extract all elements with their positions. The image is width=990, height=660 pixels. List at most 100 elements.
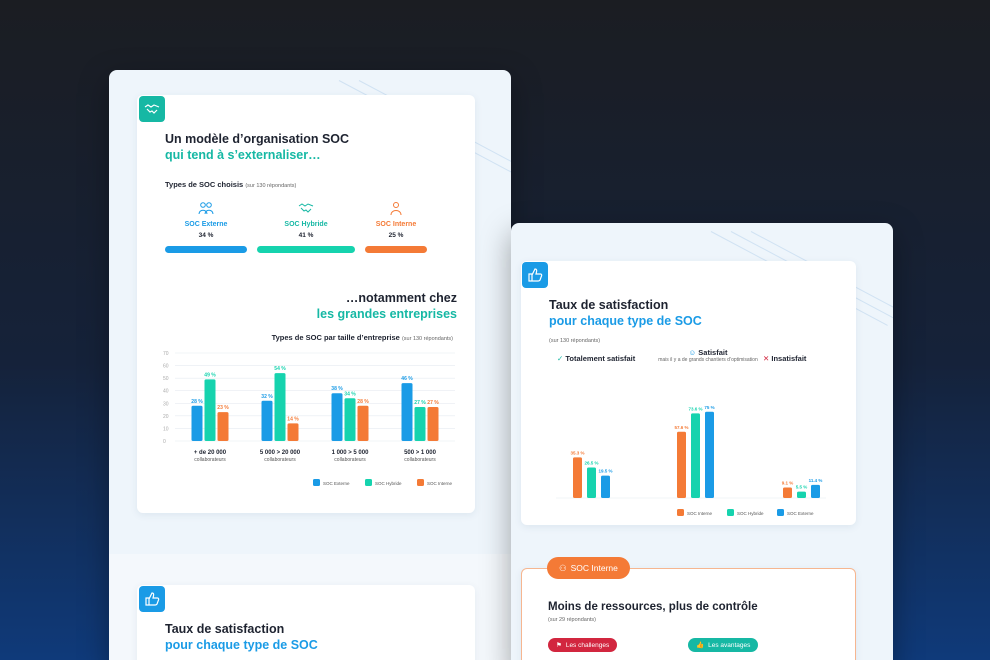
soc-interne-card: Moins de ressources, plus de contrôle (s… — [521, 568, 856, 660]
x-tick-label: 1 000 > 5 000 — [332, 450, 370, 456]
challenges-button[interactable]: ⚑ Les challenges — [548, 638, 618, 652]
soc-type-pct: 25 % — [388, 232, 404, 239]
chart-bar — [601, 475, 610, 498]
chart-bar — [274, 373, 286, 441]
people-icon — [198, 202, 214, 215]
bar-value-label: 26.5 % — [584, 461, 598, 466]
title-accent: pour chaque type de SOC — [165, 638, 318, 652]
avantages-button[interactable]: 👍 Les avantages — [688, 638, 759, 652]
bar-value-label: 49 % — [204, 372, 216, 378]
soc-type-label: SOC Interne — [375, 221, 417, 228]
bar-value-label: 27 % — [414, 400, 426, 406]
avantages-label: Les avantages — [708, 641, 751, 649]
y-tick-label: 70 — [163, 351, 169, 357]
legend-label: SOC Hybride — [375, 481, 402, 486]
handshake-icon — [139, 96, 165, 122]
legend-swatch — [313, 479, 320, 486]
soc-type-hybride: SOC Hybride 41 % — [257, 200, 355, 239]
title-line: Un modèle d’organisation SOC — [165, 132, 350, 146]
legend-label: SOC Externe — [787, 511, 814, 516]
chart-bar — [811, 484, 820, 498]
soc-type-label: SOC Externe — [184, 221, 228, 228]
types-note: (sur 130 répondants) — [245, 183, 297, 189]
legend-swatch — [365, 479, 372, 486]
y-tick-label: 50 — [163, 376, 169, 382]
externe-share-bar — [165, 246, 247, 253]
soc-type-label: SOC Hybride — [284, 221, 328, 228]
x-tick-sublabel: collaborateurs — [194, 457, 226, 463]
chart-bar — [401, 383, 413, 441]
header-label: Totalement satisfait — [565, 354, 636, 363]
chart-bar — [204, 379, 216, 441]
thumbs-up-icon — [522, 262, 548, 288]
subtitle-line: …notamment chez — [345, 291, 457, 305]
y-tick-label: 0 — [163, 439, 166, 445]
person-icon: ⚇ — [559, 562, 567, 573]
soc-type-externe: SOC Externe 34 % — [165, 200, 247, 239]
bar-value-label: 38 % — [331, 386, 343, 392]
card-title: Un modèle d’organisation SOC qui tend à … — [165, 131, 349, 163]
bar-value-label: 75 % — [704, 405, 714, 410]
chart1-title: Types de SOC par taille d’entreprise (su… — [272, 333, 453, 342]
header-totalement: ✓ Totalement satisfait — [557, 354, 635, 363]
title-line: Taux de satisfaction — [549, 298, 669, 312]
satisfaction-bar-chart: 35.3 % 26.5 %19.5 % 57.6 % 73.6 % 75 % 9.1 %5… — [556, 405, 826, 516]
x-tick-sublabel: collaborateurs — [404, 457, 436, 463]
soc-type-pct: 34 % — [198, 232, 214, 239]
x-tick-sublabel: collaborateurs — [264, 457, 296, 463]
bar-value-label: 28 % — [357, 399, 369, 405]
thumbs-up-icon — [139, 586, 165, 612]
soc-organisation-card: Un modèle d’organisation SOC qui tend à … — [137, 95, 475, 513]
chart1-title-text: Types de SOC par taille d’entreprise — [271, 333, 400, 342]
header-satisfait: ☺ Satisfait mais il y a de grands chanti… — [653, 348, 763, 363]
x-tick-label: 500 > 1 000 — [404, 450, 437, 456]
chart-bar — [331, 393, 343, 441]
chart-bar — [677, 431, 686, 498]
bar-value-label: 35.3 % — [570, 450, 584, 455]
satisfaction-card: Taux de satisfaction pour chaque type de… — [521, 261, 856, 525]
bar-value-label: 19.5 % — [598, 469, 612, 474]
header-sub: mais il y a de grands chantiers d’optimi… — [658, 357, 758, 363]
cross-icon: ✕ — [763, 354, 770, 363]
chart-bar — [191, 405, 203, 441]
legend-label: SOC Hybride — [737, 511, 764, 516]
respondents-note: (sur 130 répondants) — [549, 338, 601, 344]
hybride-share-bar — [257, 246, 355, 253]
soc-type-interne: SOC Interne 25 % — [365, 200, 427, 239]
bar-value-label: 46 % — [401, 376, 413, 382]
subtitle-accent: les grandes entreprises — [316, 307, 457, 321]
soc-interne-tag-label: SOC Interne — [570, 563, 618, 573]
card-title: Taux de satisfaction pour chaque type de… — [165, 621, 318, 653]
bar-value-label: 14 % — [287, 416, 299, 422]
title-accent: qui tend à s’externaliser… — [165, 148, 321, 162]
types-label: Types de SOC choisis (sur 130 répondants… — [165, 180, 296, 189]
chart-bar — [217, 412, 229, 441]
chart-bar — [357, 405, 369, 441]
header-insatisfait: ✕ Insatisfait — [763, 354, 806, 363]
person-icon — [390, 202, 402, 216]
challenges-label: Les challenges — [565, 641, 610, 649]
bar-value-label: 11.4 % — [809, 478, 823, 483]
types-label-text: Types de SOC choisis — [165, 180, 244, 189]
meh-face-icon: ☺ — [688, 348, 697, 357]
bar-value-label: 28 % — [191, 399, 203, 405]
header-label: Insatisfait — [771, 354, 807, 363]
interne-title: Moins de ressources, plus de contrôle — [548, 601, 758, 613]
bar-value-label: 5.5 % — [796, 485, 808, 490]
legend-swatch — [417, 479, 424, 486]
legend-label: SOC Externe — [323, 481, 350, 486]
legend-swatch — [777, 509, 784, 516]
chart-bar — [344, 398, 356, 441]
thumbs-up-icon: 👍 — [696, 642, 705, 649]
chart-bar — [705, 411, 714, 498]
chart-bar — [414, 407, 426, 441]
chart1-note: (sur 130 répondants) — [401, 336, 453, 342]
y-tick-label: 10 — [163, 426, 169, 432]
chart-bar — [691, 413, 700, 498]
interne-note: (sur 29 répondants) — [548, 617, 596, 623]
header-label: Satisfait — [698, 348, 728, 357]
y-tick-label: 60 — [163, 364, 169, 370]
chart-bar — [587, 467, 596, 498]
soc-type-pct: 41 % — [298, 232, 314, 239]
card-title: Taux de satisfaction pour chaque type de… — [549, 297, 702, 329]
